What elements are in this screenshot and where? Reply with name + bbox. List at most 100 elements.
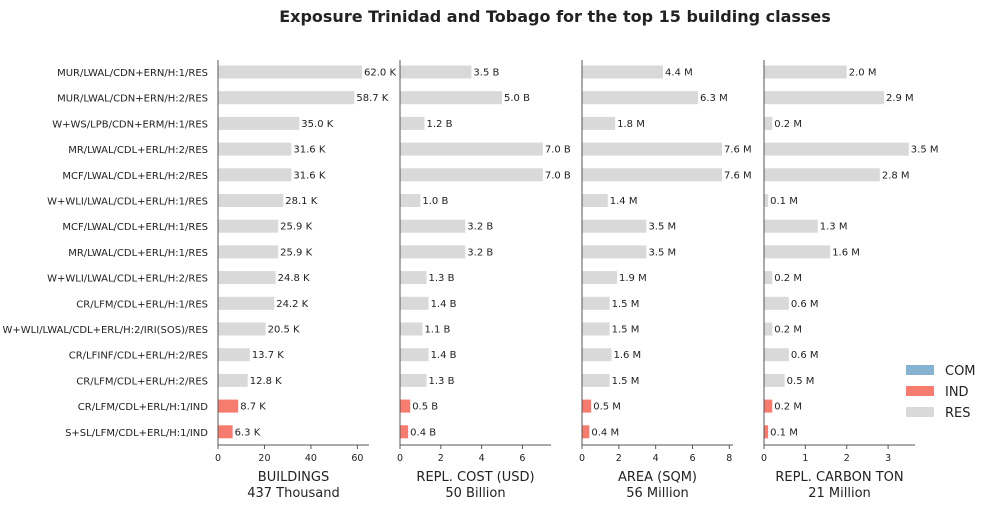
x-tick-label: 3: [885, 453, 891, 464]
bar: [400, 245, 466, 259]
bar: [400, 296, 429, 310]
data-label: 3.2 B: [467, 247, 493, 258]
data-label: 2.8 M: [882, 170, 910, 181]
data-label: 8.7 K: [240, 402, 266, 413]
x-tick-label: 0: [579, 453, 585, 464]
data-label: 1.5 M: [612, 376, 640, 387]
x-tick-label: 2: [616, 453, 622, 464]
legend-item-res: RES: [906, 406, 971, 421]
legend-label: COM: [945, 364, 976, 379]
category-label: W+WS/LPB/CDN+ERM/H:1/RES: [52, 119, 208, 130]
bar: [218, 219, 279, 233]
data-label: 4.4 M: [665, 68, 693, 79]
x-tick-label: 4: [479, 453, 485, 464]
data-label: 1.4 B: [431, 299, 457, 310]
data-label: 20.5 K: [268, 325, 300, 336]
data-label: 7.6 M: [724, 145, 752, 156]
bar: [582, 348, 612, 362]
category-label: MUR/LWAL/CDN+ERN/H:1/RES: [57, 68, 208, 79]
data-label: 25.9 K: [280, 222, 312, 233]
category-label: MUR/LWAL/CDN+ERN/H:2/RES: [57, 94, 208, 105]
x-tick-label: 6: [689, 453, 695, 464]
bar: [218, 348, 250, 362]
legend-label: IND: [945, 385, 969, 400]
data-label: 6.3 M: [700, 93, 728, 104]
bar: [582, 296, 610, 310]
data-label: 7.0 B: [545, 145, 571, 156]
data-label: 0.1 M: [770, 427, 798, 438]
bar: [218, 322, 266, 336]
bar: [582, 91, 699, 105]
bar: [400, 168, 543, 182]
legend-swatch: [906, 386, 934, 396]
bar: [764, 194, 769, 207]
x-tick-label: 2: [844, 453, 850, 464]
category-label: W+WLI/LWAL/CDL+ERL/H:2/RES: [47, 274, 208, 285]
data-label: 0.2 M: [774, 402, 802, 413]
bar: [218, 245, 279, 259]
bar: [582, 194, 608, 207]
bar: [218, 91, 355, 105]
data-label: 6.3 K: [235, 427, 261, 438]
data-label: 3.2 B: [467, 222, 493, 233]
x-tick-label: 60: [351, 453, 363, 464]
data-label: 1.4 B: [431, 350, 457, 361]
data-label: 3.5 M: [911, 145, 939, 156]
bar: [400, 399, 411, 413]
bar: [764, 322, 773, 336]
data-label: 0.2 M: [774, 119, 802, 130]
data-label: 7.6 M: [724, 170, 752, 181]
bar: [582, 373, 610, 387]
bar: [400, 348, 429, 362]
bar: [764, 348, 789, 362]
bar: [764, 271, 773, 285]
category-label: MR/LWAL/CDL+ERL/H:1/RES: [68, 248, 208, 259]
bar: [400, 219, 466, 233]
data-label: 24.8 K: [278, 273, 310, 284]
data-label: 1.6 M: [613, 350, 641, 361]
bar: [764, 91, 884, 105]
bar: [400, 322, 423, 336]
bar: [218, 373, 248, 387]
category-label: CR/LFM/CDL+ERL/H:1/IND: [78, 402, 209, 413]
bar: [218, 425, 233, 439]
data-label: 0.4 M: [591, 427, 619, 438]
data-label: 1.3 B: [429, 376, 455, 387]
bar: [582, 271, 617, 285]
data-label: 3.5 M: [648, 247, 676, 258]
bar: [582, 168, 722, 182]
data-label: 0.4 B: [410, 427, 436, 438]
data-label: 1.6 M: [832, 247, 860, 258]
data-label: 1.1 B: [424, 325, 450, 336]
category-label: CR/LFM/CDL+ERL/H:2/RES: [76, 376, 208, 387]
bar: [400, 373, 427, 387]
legend-swatch: [906, 365, 934, 375]
bar: [400, 91, 503, 105]
data-label: 2.0 M: [849, 68, 877, 79]
panel-3: 4.4 M 6.3 M 1.8 M 7.6 M 7.6 M 1.4 M 3.5 M 3.5 M…: [579, 60, 752, 501]
data-label: 0.1 M: [770, 196, 798, 207]
x-axis-total: 21 Million: [808, 486, 871, 501]
data-label: 3.5 B: [473, 68, 499, 79]
x-tick-label: 20: [258, 453, 270, 464]
legend-item-com: COM: [906, 364, 976, 379]
x-tick-label: 8: [726, 453, 732, 464]
data-label: 0.5 B: [412, 402, 438, 413]
bar: [764, 219, 818, 233]
bar: [582, 65, 664, 79]
bar: [218, 194, 284, 207]
data-label: 1.3 B: [429, 273, 455, 284]
category-label: CR/LFM/CDL+ERL/H:1/RES: [76, 299, 208, 310]
data-label: 28.1 K: [285, 196, 317, 207]
bar: [764, 296, 789, 310]
bar: [764, 65, 847, 79]
x-tick-label: 0: [397, 453, 403, 464]
data-label: 1.4 M: [610, 196, 638, 207]
data-label: 0.2 M: [774, 273, 802, 284]
x-tick-label: 40: [305, 453, 317, 464]
category-label: MCF/LWAL/CDL+ERL/H:1/RES: [62, 222, 208, 233]
x-axis-total: 56 Million: [626, 486, 689, 501]
bar: [400, 271, 427, 285]
bar: [582, 399, 592, 413]
data-label: 3.5 M: [648, 222, 676, 233]
